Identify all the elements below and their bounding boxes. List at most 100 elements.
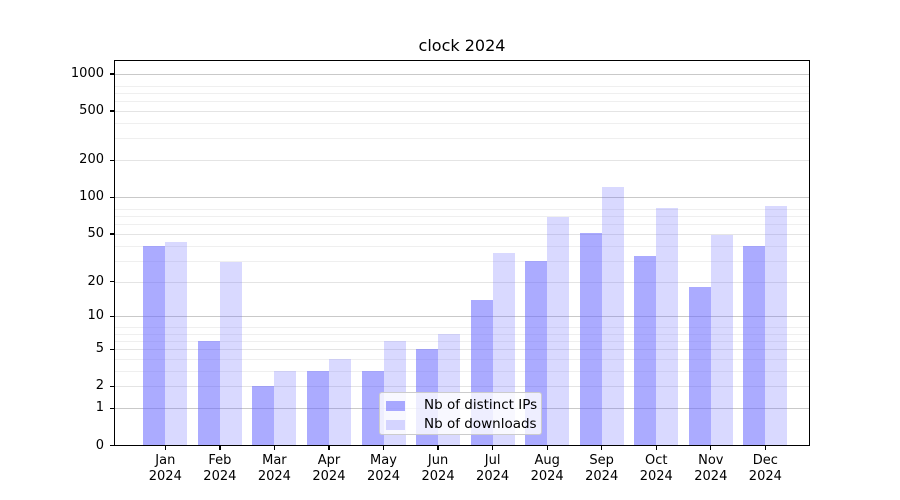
x-tick-mark	[219, 446, 221, 450]
minor-gridline	[115, 370, 809, 372]
minor-gridline	[115, 260, 809, 262]
x-tick-label-aug: Aug 2024	[519, 453, 575, 485]
x-tick-month: Feb	[208, 453, 232, 468]
mid-gridline	[115, 110, 809, 112]
bar-downloads-aug	[547, 216, 570, 446]
y-tick-label: 200	[79, 152, 104, 168]
y-tick-mark	[110, 110, 114, 112]
minor-gridline	[115, 333, 809, 335]
legend-swatch-downloads	[386, 420, 405, 430]
x-tick-mark	[492, 446, 494, 450]
x-tick-label-feb: Feb 2024	[192, 453, 248, 485]
x-tick-label-nov: Nov 2024	[683, 453, 739, 485]
x-tick-month: Oct	[645, 453, 668, 468]
x-tick-month: Dec	[752, 453, 778, 468]
legend: Nb of distinct IPs Nb of downloads	[379, 392, 542, 435]
y-tick-label: 0	[95, 437, 104, 453]
x-tick-mark	[710, 446, 712, 450]
x-tick-year: 2024	[148, 469, 182, 484]
y-tick-label: 10	[87, 308, 104, 324]
x-tick-month: Sep	[589, 453, 614, 468]
bar-ips-oct	[634, 255, 657, 446]
x-tick-label-dec: Dec 2024	[737, 453, 793, 485]
x-tick-mark	[437, 446, 439, 450]
y-tick-mark	[110, 407, 114, 409]
legend-label-distinct-ips: Nb of distinct IPs	[424, 397, 538, 413]
mid-gridline	[115, 233, 809, 235]
legend-row-distinct-ips: Nb of distinct IPs	[380, 396, 541, 415]
x-tick-mark	[601, 446, 603, 450]
mid-gridline	[115, 160, 809, 162]
x-tick-month: Mar	[262, 453, 287, 468]
bar-downloads-mar	[274, 370, 297, 446]
x-tick-month: Apr	[317, 453, 341, 468]
x-tick-year: 2024	[203, 469, 237, 484]
x-tick-mark	[655, 446, 657, 450]
x-tick-label-sep: Sep 2024	[574, 453, 630, 485]
major-gridline	[115, 197, 809, 199]
y-tick-label: 50	[87, 225, 104, 241]
x-tick-year: 2024	[312, 469, 346, 484]
minor-gridline	[115, 224, 809, 226]
x-tick-year: 2024	[257, 469, 291, 484]
bar-downloads-oct	[656, 208, 679, 446]
x-tick-mark	[764, 446, 767, 450]
bar-ips-sep	[579, 232, 602, 446]
bar-downloads-feb	[219, 262, 242, 446]
x-tick-label-jun: Jun 2024	[410, 453, 466, 485]
y-tick-mark	[110, 445, 114, 447]
x-tick-month: Aug	[534, 453, 560, 468]
bar-downloads-jan	[165, 241, 188, 446]
mid-gridline	[115, 349, 809, 351]
minor-gridline	[115, 138, 809, 140]
bar-ips-feb	[197, 340, 220, 446]
x-tick-year: 2024	[639, 469, 673, 484]
y-tick-mark	[110, 159, 114, 161]
x-tick-label-jul: Jul 2024	[465, 453, 521, 485]
plot-area	[114, 60, 810, 446]
x-tick-mark	[273, 446, 276, 450]
y-tick-label: 20	[87, 273, 104, 289]
y-tick-label: 1	[95, 400, 104, 416]
mid-gridline	[115, 386, 809, 388]
bar-ips-jan	[143, 245, 166, 446]
y-tick-mark	[110, 196, 114, 198]
y-tick-mark	[110, 73, 114, 75]
x-tick-year: 2024	[585, 469, 619, 484]
major-gridline	[115, 316, 809, 318]
x-tick-year: 2024	[421, 469, 455, 484]
mid-gridline	[115, 281, 809, 283]
minor-gridline	[115, 92, 809, 94]
bar-ips-apr	[306, 370, 329, 446]
x-tick-mark	[164, 446, 166, 450]
bar-downloads-sep	[601, 187, 624, 446]
x-tick-month: Jan	[155, 453, 176, 468]
x-tick-year: 2024	[748, 469, 782, 484]
x-tick-label-jan: Jan 2024	[137, 453, 193, 485]
legend-label-downloads: Nb of downloads	[424, 416, 537, 432]
x-tick-mark	[546, 446, 548, 450]
bar-downloads-dec	[765, 205, 788, 446]
bar-downloads-nov	[710, 234, 733, 446]
x-tick-label-apr: Apr 2024	[301, 453, 357, 485]
y-tick-label: 100	[79, 189, 104, 205]
minor-gridline	[115, 216, 809, 218]
y-tick-mark	[110, 385, 114, 388]
minor-gridline	[115, 209, 809, 211]
y-tick-label: 2	[95, 378, 104, 394]
y-tick-label: 5	[95, 341, 104, 357]
minor-gridline	[115, 327, 809, 329]
x-tick-label-oct: Oct 2024	[628, 453, 684, 485]
x-tick-year: 2024	[694, 469, 728, 484]
x-tick-year: 2024	[366, 469, 401, 484]
minor-gridline	[115, 245, 809, 247]
y-tick-label: 500	[79, 102, 104, 118]
bar-ips-nov	[688, 287, 711, 446]
minor-gridline	[115, 85, 809, 87]
minor-gridline	[115, 101, 809, 103]
x-tick-label-may: May 2024	[356, 453, 412, 485]
legend-swatch-distinct-ips	[386, 401, 405, 411]
minor-gridline	[115, 122, 809, 124]
x-tick-year: 2024	[476, 469, 510, 484]
